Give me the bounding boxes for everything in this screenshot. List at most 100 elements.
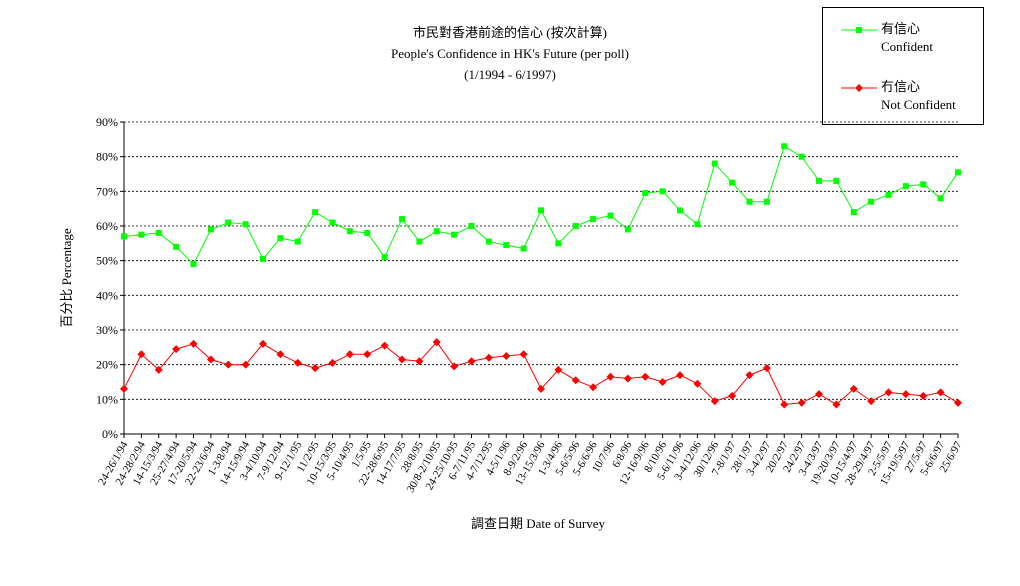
data-point — [850, 209, 857, 216]
axes — [120, 121, 959, 438]
data-point — [485, 238, 492, 245]
y-tick-label: 20% — [96, 358, 118, 372]
series-confident — [121, 143, 961, 268]
y-tick-labels: 0% 10% 20% 30% 40% 50% 60% 70% 80% 90% — [96, 115, 118, 441]
chart-title: 市民對香港前途的信心 (按次計算) — [413, 25, 607, 40]
data-point — [781, 143, 788, 150]
data-point — [520, 245, 527, 252]
data-point — [381, 254, 388, 261]
data-point — [137, 350, 146, 359]
data-point — [416, 238, 423, 245]
data-point — [451, 231, 458, 238]
data-point — [554, 365, 563, 374]
data-point — [294, 238, 301, 245]
y-tick-label: 90% — [96, 115, 118, 129]
data-point — [293, 358, 302, 367]
series-not-confident — [120, 338, 962, 409]
y-tick-label: 0% — [102, 427, 118, 441]
data-point — [190, 261, 197, 268]
chart-period: (1/1994 - 6/1997) — [464, 67, 556, 82]
data-point — [363, 350, 372, 359]
data-point — [816, 177, 822, 184]
data-point — [746, 198, 753, 205]
data-point — [955, 169, 961, 176]
legend: 有信心 Confident 冇信心 Not Confident — [822, 7, 984, 125]
data-point — [642, 190, 649, 197]
data-point — [206, 355, 215, 364]
legend-label-confident-en: Confident — [881, 39, 933, 54]
data-point — [121, 233, 127, 240]
data-point — [711, 160, 718, 167]
chart-subtitle: People's Confidence in HK's Future (per … — [391, 46, 629, 61]
data-point — [519, 350, 528, 359]
data-point — [224, 360, 233, 369]
data-point — [173, 243, 180, 250]
y-axis-label: 百分比 Percentage — [59, 228, 74, 328]
data-point — [885, 191, 892, 198]
data-point — [607, 212, 614, 219]
data-point — [745, 371, 754, 380]
data-point — [901, 390, 910, 399]
chart-title-block: 市民對香港前途的信心 (按次計算) People's Confidence in… — [290, 22, 730, 85]
data-point — [555, 240, 562, 247]
x-axis-label: 調查日期 Date of Survey — [471, 516, 605, 531]
data-point — [538, 207, 544, 214]
y-tick-label: 70% — [96, 184, 118, 198]
data-point — [729, 179, 736, 186]
data-point — [537, 384, 545, 393]
data-point — [398, 355, 406, 364]
data-point — [433, 228, 440, 235]
legend-label-not-confident-zh: 冇信心 — [881, 79, 921, 94]
y-tick-label: 60% — [96, 219, 118, 233]
data-point — [902, 183, 909, 190]
data-point — [259, 339, 267, 348]
y-tick-label: 50% — [96, 254, 118, 268]
data-point — [276, 350, 285, 359]
data-point — [797, 398, 806, 407]
legend-label-not-confident-en: Not Confident — [881, 97, 956, 112]
data-series — [120, 143, 962, 409]
data-point — [920, 181, 927, 188]
data-point — [484, 353, 493, 362]
data-point — [467, 357, 476, 366]
data-point — [867, 397, 876, 406]
data-point — [311, 364, 320, 373]
data-point — [399, 216, 405, 223]
data-point — [694, 221, 701, 228]
data-point — [641, 372, 650, 381]
data-point — [155, 229, 162, 236]
data-point — [815, 390, 823, 399]
data-point — [120, 384, 128, 393]
data-point — [868, 198, 875, 205]
data-point — [312, 209, 319, 216]
data-point — [138, 231, 145, 238]
data-point — [450, 362, 459, 371]
data-point — [502, 352, 511, 360]
data-point — [154, 365, 163, 374]
data-point — [468, 223, 475, 229]
y-tick-label: 80% — [96, 150, 118, 164]
data-point — [225, 219, 232, 226]
data-point — [329, 219, 336, 226]
data-point — [241, 360, 250, 369]
data-point — [345, 350, 354, 359]
data-point — [919, 391, 928, 400]
x-tick-labels: 24-26/1/9424-28/2/9414-15/3/9425-27/4/94… — [96, 439, 965, 495]
data-point — [884, 388, 893, 397]
data-point — [189, 339, 198, 348]
series-line — [123, 145, 959, 265]
y-tick-label: 40% — [96, 288, 118, 302]
data-point — [763, 198, 770, 205]
data-point — [380, 341, 389, 350]
data-point — [832, 400, 841, 409]
data-point — [676, 371, 684, 380]
data-point — [589, 383, 598, 392]
data-point — [364, 229, 371, 236]
data-point — [780, 400, 789, 409]
data-point — [762, 364, 771, 373]
y-tick-label: 10% — [96, 392, 118, 406]
data-point — [260, 255, 266, 262]
data-point — [432, 338, 441, 347]
data-point — [606, 372, 615, 381]
